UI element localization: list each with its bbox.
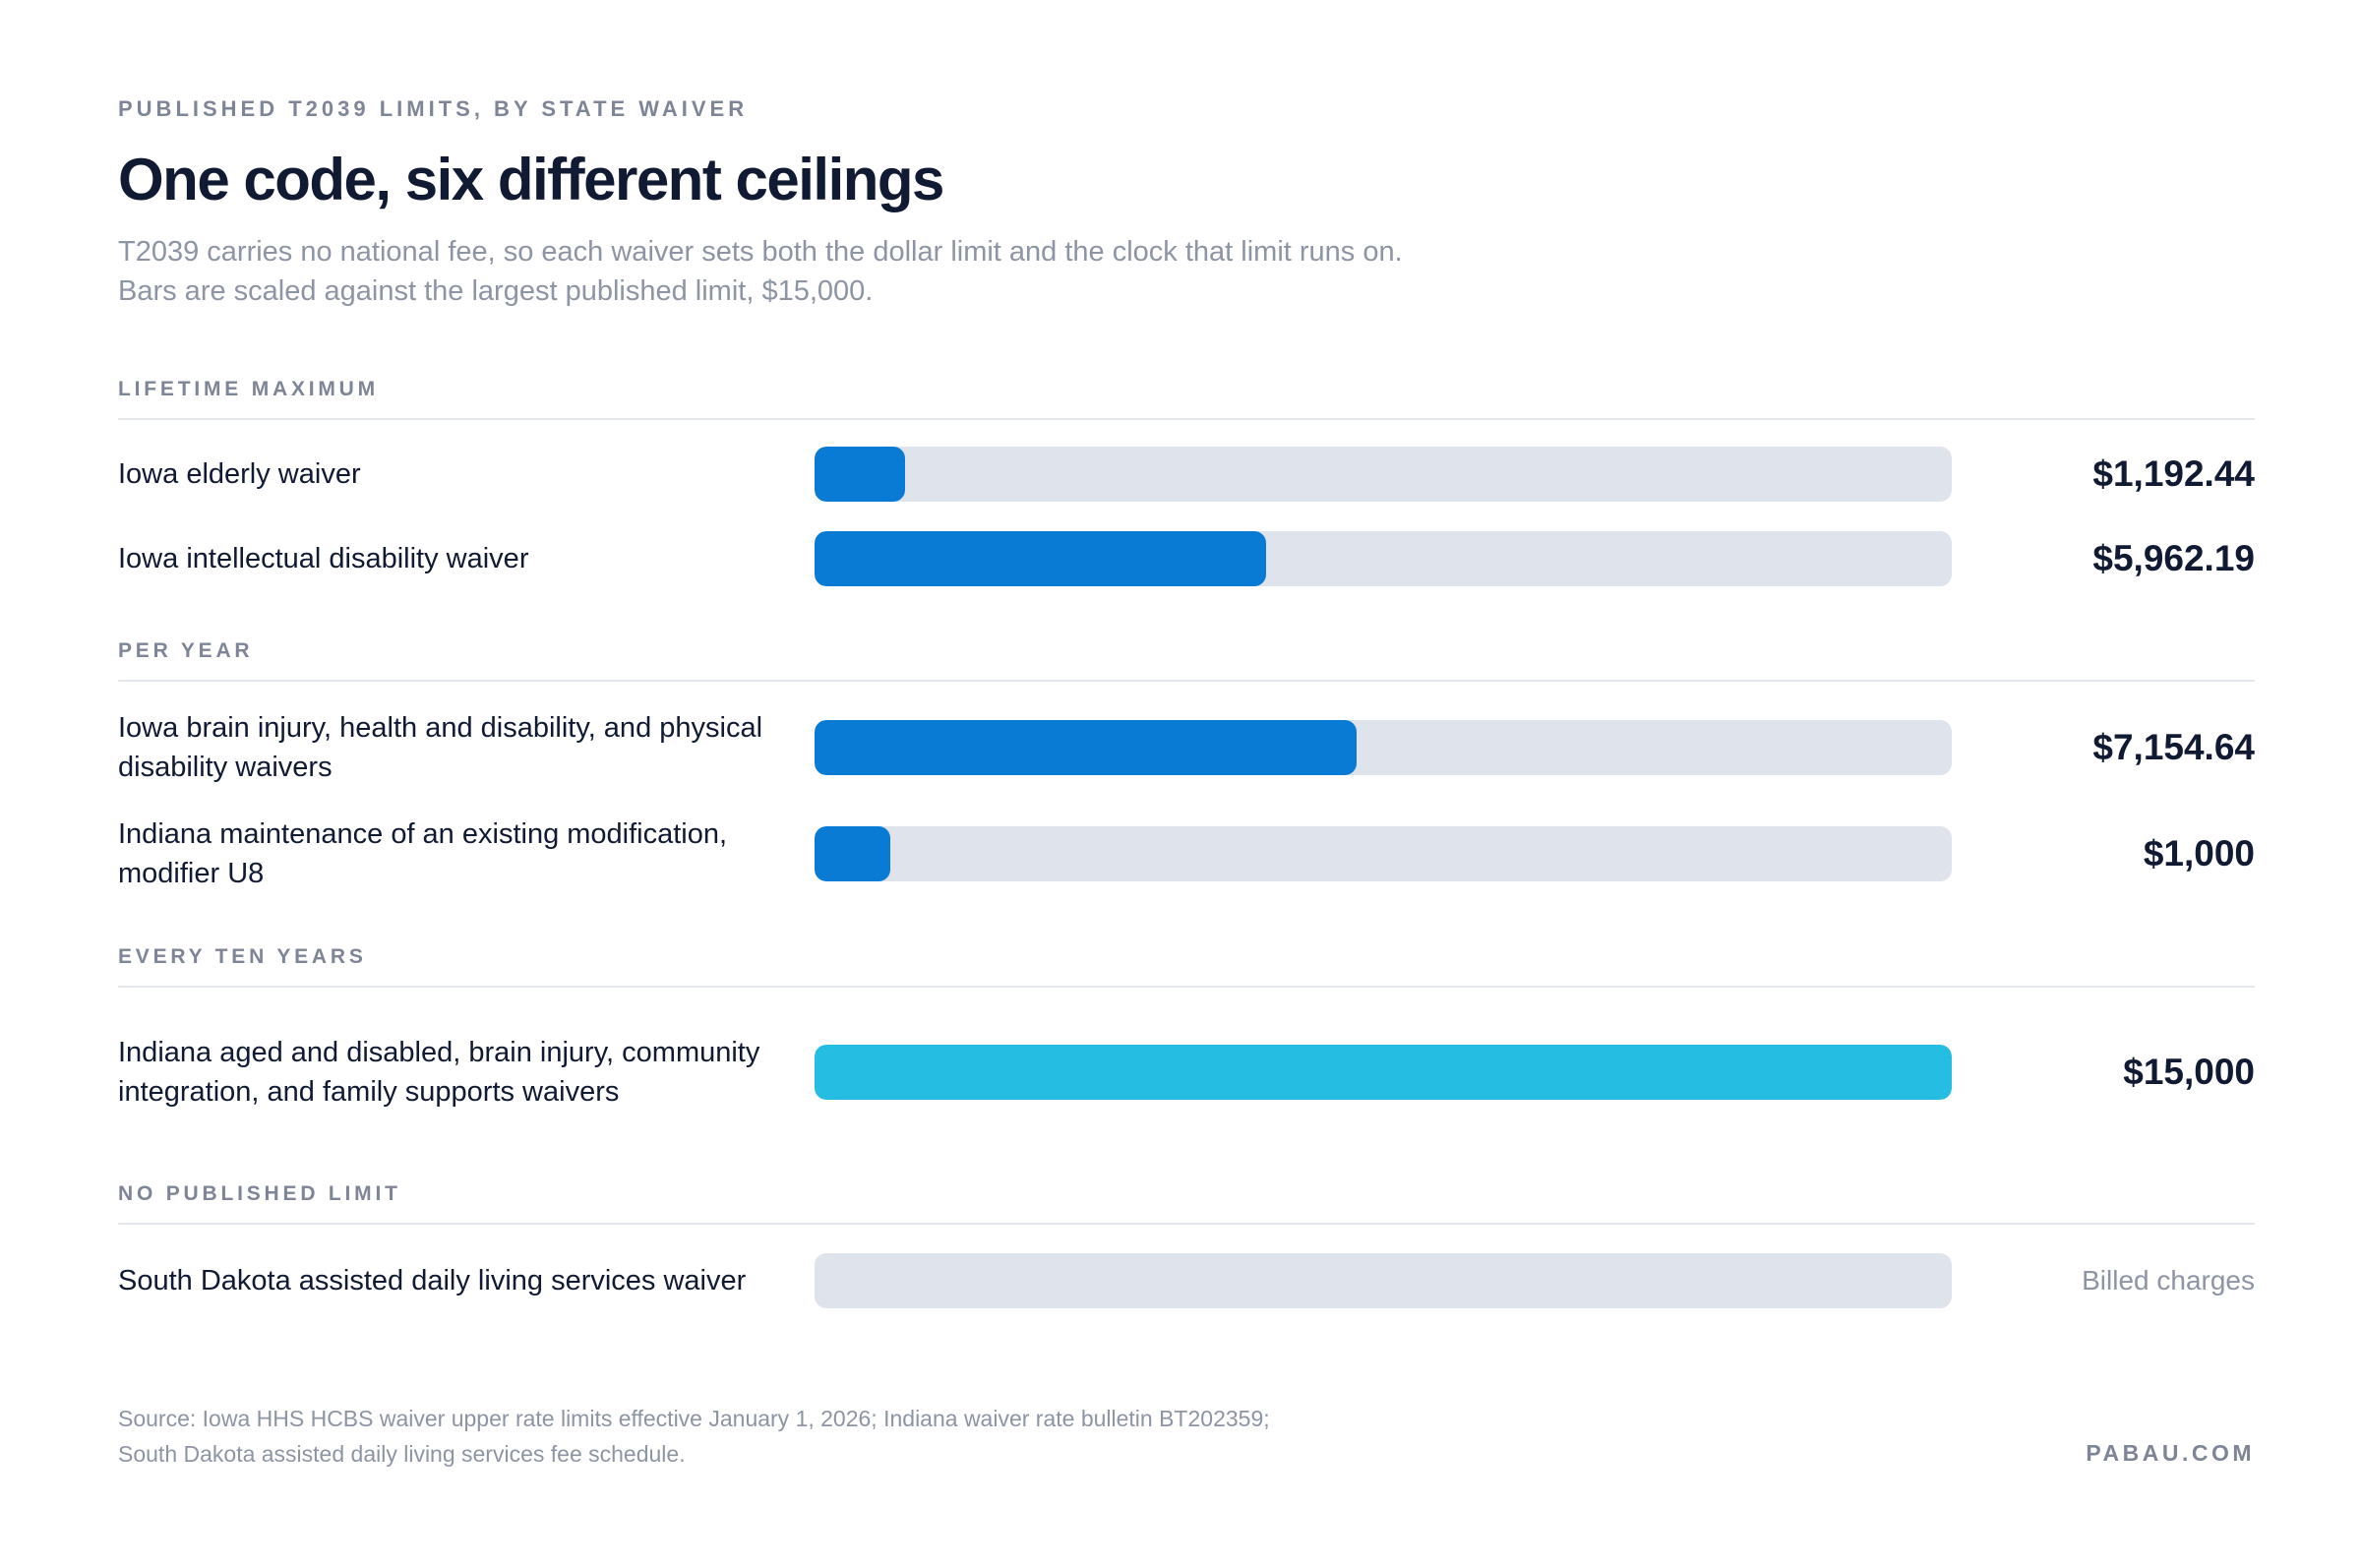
section-divider xyxy=(118,418,2255,420)
section-divider xyxy=(118,986,2255,988)
row-label: Indiana aged and disabled, brain injury,… xyxy=(118,1037,760,1108)
bar-track xyxy=(815,720,1952,775)
bar xyxy=(815,531,1266,586)
bar xyxy=(815,1045,1952,1100)
bar xyxy=(815,720,1357,775)
brand-mark: PABAU.COM xyxy=(2086,1440,2255,1466)
section-divider xyxy=(118,1223,2255,1225)
section-label: EVERY TEN YEARS xyxy=(118,945,367,968)
bar-track xyxy=(815,826,1952,881)
value-label: $7,154.64 xyxy=(2092,727,2255,767)
row-label: Iowa intellectual disability waiver xyxy=(118,543,529,574)
row-label: Iowa elderly waiver xyxy=(118,458,361,490)
value-label: $15,000 xyxy=(2123,1052,2255,1092)
source-note: Source: Iowa HHS HCBS waiver upper rate … xyxy=(118,1401,1594,1472)
chart-eyebrow: PUBLISHED T2039 LIMITS, BY STATE WAIVER xyxy=(118,96,749,121)
bar-track xyxy=(815,1045,1952,1100)
row-label: South Dakota assisted daily living servi… xyxy=(118,1265,747,1297)
chart-subtitle: T2039 carries no national fee, so each w… xyxy=(118,236,1403,307)
source-line-1: Source: Iowa HHS HCBS waiver upper rate … xyxy=(118,1406,1270,1431)
row-label: Iowa brain injury, health and disability… xyxy=(118,712,763,783)
value-label: $5,962.19 xyxy=(2092,538,2255,578)
value-label: $1,000 xyxy=(2143,833,2255,874)
source-line-2: South Dakota assisted daily living servi… xyxy=(118,1441,686,1467)
section-label: LIFETIME MAXIMUM xyxy=(118,378,379,400)
bar xyxy=(815,447,905,502)
value-label: Billed charges xyxy=(2082,1265,2255,1296)
section-label: NO PUBLISHED LIMIT xyxy=(118,1182,401,1205)
value-label: $1,192.44 xyxy=(2092,453,2255,494)
bar-track xyxy=(815,1253,1952,1308)
bar-track xyxy=(815,447,1952,502)
chart-title: One code, six different ceilings xyxy=(118,147,944,212)
row-label: Indiana maintenance of an existing modif… xyxy=(118,818,728,889)
bar xyxy=(815,826,890,881)
bar-track xyxy=(815,531,1952,586)
section-label: PER YEAR xyxy=(118,639,254,662)
section-divider xyxy=(118,680,2255,682)
